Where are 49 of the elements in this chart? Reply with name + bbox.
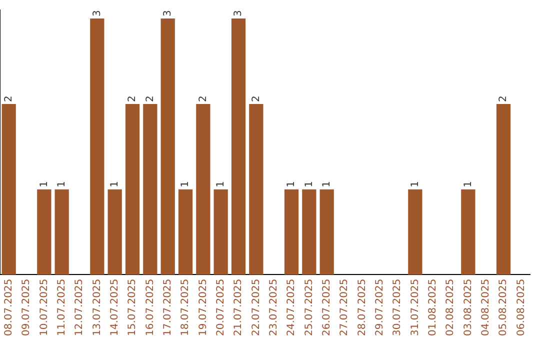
data-label: 1 xyxy=(38,180,50,188)
x-tick-label: 13.07.2025 xyxy=(92,278,103,336)
data-label: 1 xyxy=(215,180,226,188)
data-label: 3 xyxy=(92,10,103,17)
data-label: 2 xyxy=(250,96,262,102)
x-tick-label: 21.07.2025 xyxy=(233,278,244,336)
data-label: 1 xyxy=(56,180,68,188)
x-tick-label: 04.08.2025 xyxy=(480,278,492,336)
x-tick-label: 29.07.2025 xyxy=(374,278,386,336)
x-tick-label: 20.07.2025 xyxy=(215,278,226,336)
x-tick-label: 27.07.2025 xyxy=(339,278,350,336)
x-tick-label: 25.07.2025 xyxy=(304,278,315,336)
x-tick-label: 06.08.2025 xyxy=(516,278,527,336)
x-tick-label: 03.08.2025 xyxy=(462,278,474,336)
data-label: 1 xyxy=(462,180,474,188)
x-tick-label: 08.07.2025 xyxy=(3,278,14,336)
data-label: 1 xyxy=(410,180,421,188)
data-label: 1 xyxy=(321,180,332,188)
x-tick-label: 28.07.2025 xyxy=(356,278,368,336)
x-tick-label: 18.07.2025 xyxy=(180,278,192,336)
data-label: 2 xyxy=(198,96,209,102)
x-tick-label: 16.07.2025 xyxy=(144,278,156,336)
data-label: 3 xyxy=(233,10,244,17)
data-label: 2 xyxy=(498,96,510,102)
x-tick-label: 11.07.2025 xyxy=(56,278,68,336)
x-tick-label: 12.07.2025 xyxy=(74,278,86,336)
data-label: 2 xyxy=(127,96,138,102)
x-tick-label: 24.07.2025 xyxy=(286,278,298,336)
x-tick-label: 23.07.2025 xyxy=(268,278,280,336)
x-tick-label: 09.07.2025 xyxy=(21,278,32,336)
x-tick-label: 17.07.2025 xyxy=(162,278,174,336)
data-label: 3 xyxy=(162,10,174,17)
data-label: 2 xyxy=(3,96,14,102)
x-tick-label: 19.07.2025 xyxy=(198,278,209,336)
x-tick-label: 31.07.2025 xyxy=(410,278,421,336)
x-tick-label: 10.07.2025 xyxy=(38,278,50,336)
x-tick-label: 01.08.2025 xyxy=(427,278,438,336)
x-tick-label: 30.07.2025 xyxy=(392,278,404,336)
data-label: 1 xyxy=(109,180,120,188)
data-label: 1 xyxy=(286,180,298,188)
data-label: 1 xyxy=(180,180,192,188)
x-tick-label: 05.08.2025 xyxy=(498,278,510,336)
data-label: 1 xyxy=(304,180,315,188)
x-tick-label: 02.08.2025 xyxy=(445,278,456,336)
data-label: 2 xyxy=(144,96,156,102)
x-tick-label: 22.07.2025 xyxy=(250,278,262,336)
x-tick-label: 26.07.2025 xyxy=(321,278,332,336)
x-tick-label: 15.07.2025 xyxy=(127,278,138,336)
x-tick-label: 14.07.2025 xyxy=(109,278,120,336)
